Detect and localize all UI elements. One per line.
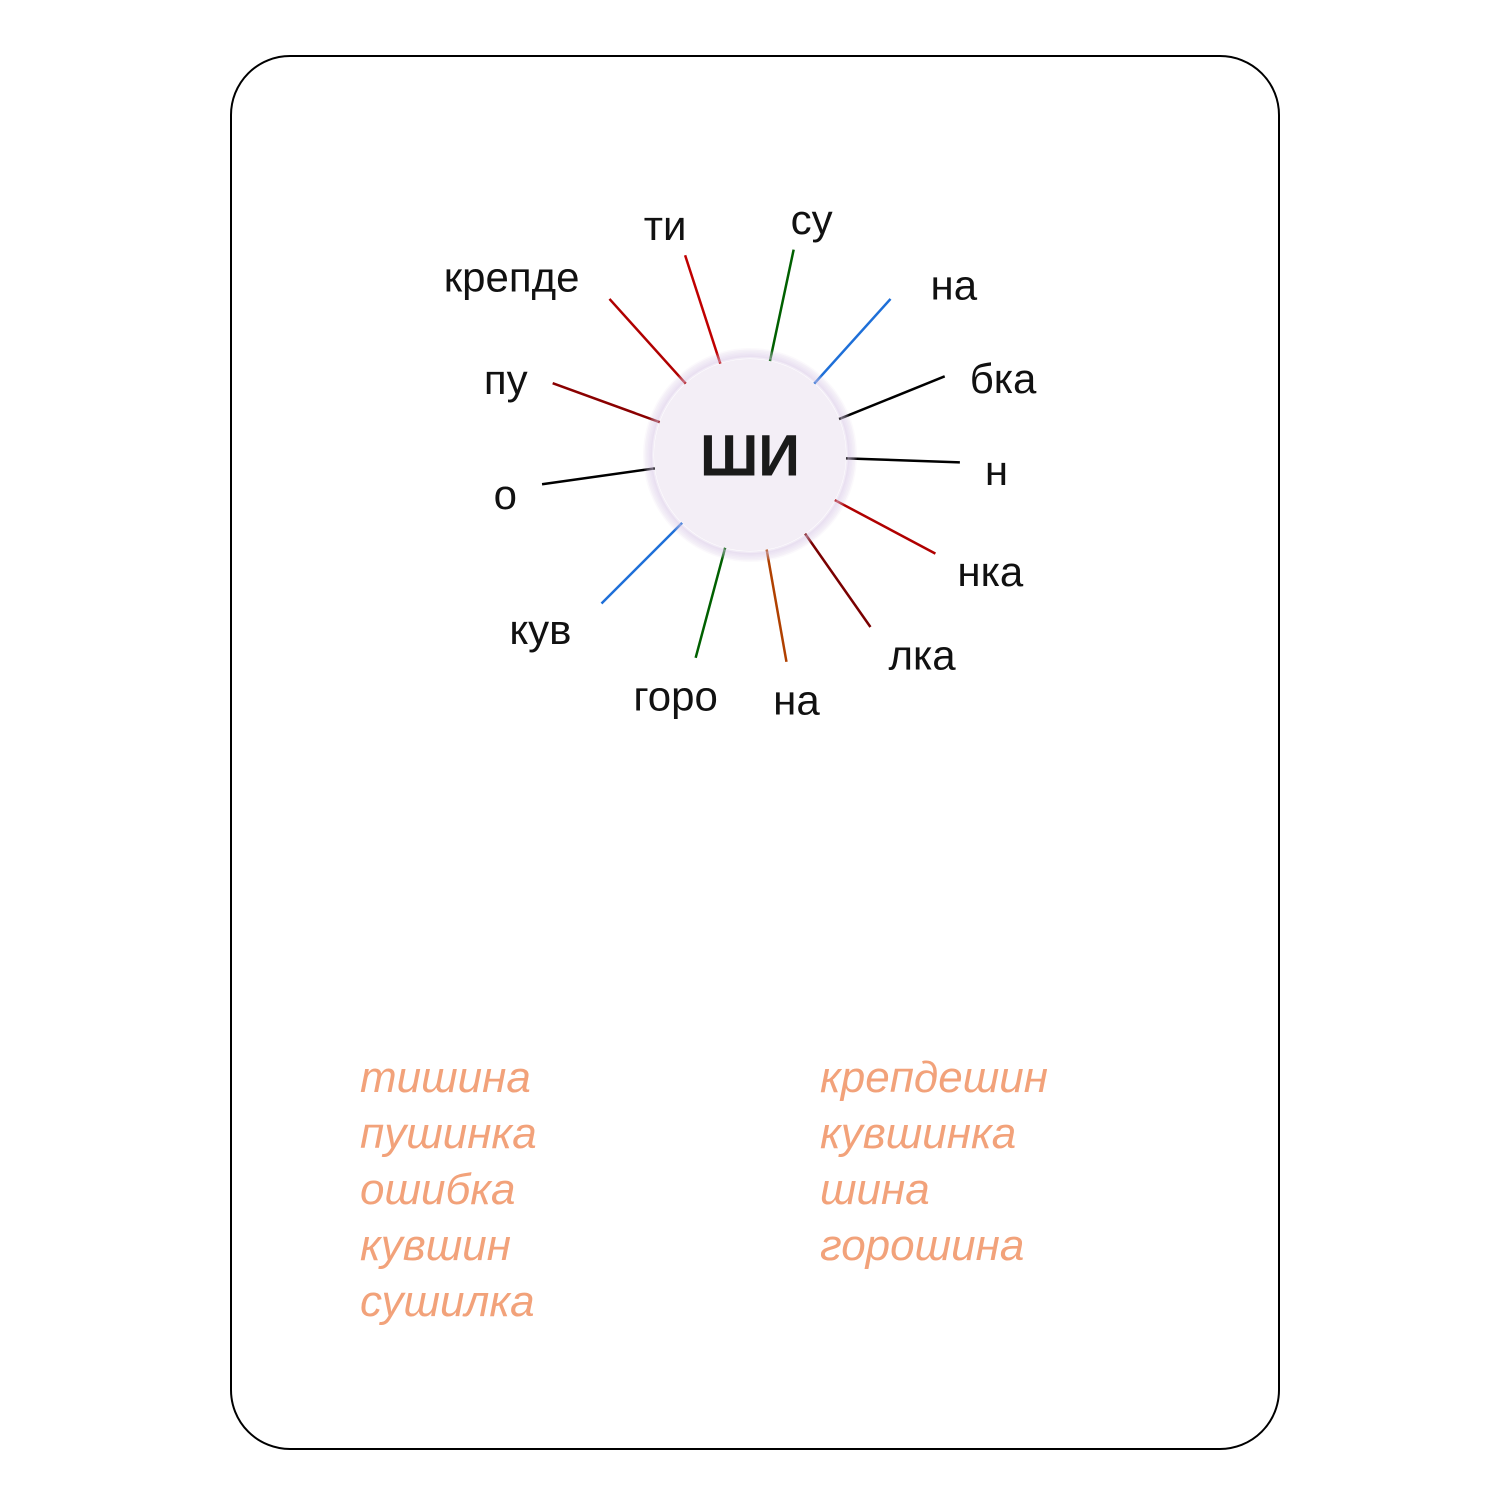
answer-word: пушинка xyxy=(360,1106,537,1162)
answer-word: ошибка xyxy=(360,1162,537,1218)
answer-word: сушилка xyxy=(360,1274,537,1330)
answers-section: тишинапушинкаошибкакувшинсушилка крепдеши… xyxy=(0,0,1500,1500)
answers-column: крепдешинкувшинкашинагорошина xyxy=(820,1050,1048,1274)
answer-word: шина xyxy=(820,1162,1048,1218)
answers-column: тишинапушинкаошибкакувшинсушилка xyxy=(360,1050,537,1330)
answer-word: горошина xyxy=(820,1218,1048,1274)
answer-word: крепдешин xyxy=(820,1050,1048,1106)
answer-word: кувшин xyxy=(360,1218,537,1274)
answer-word: тишина xyxy=(360,1050,537,1106)
answer-word: кувшинка xyxy=(820,1106,1048,1162)
